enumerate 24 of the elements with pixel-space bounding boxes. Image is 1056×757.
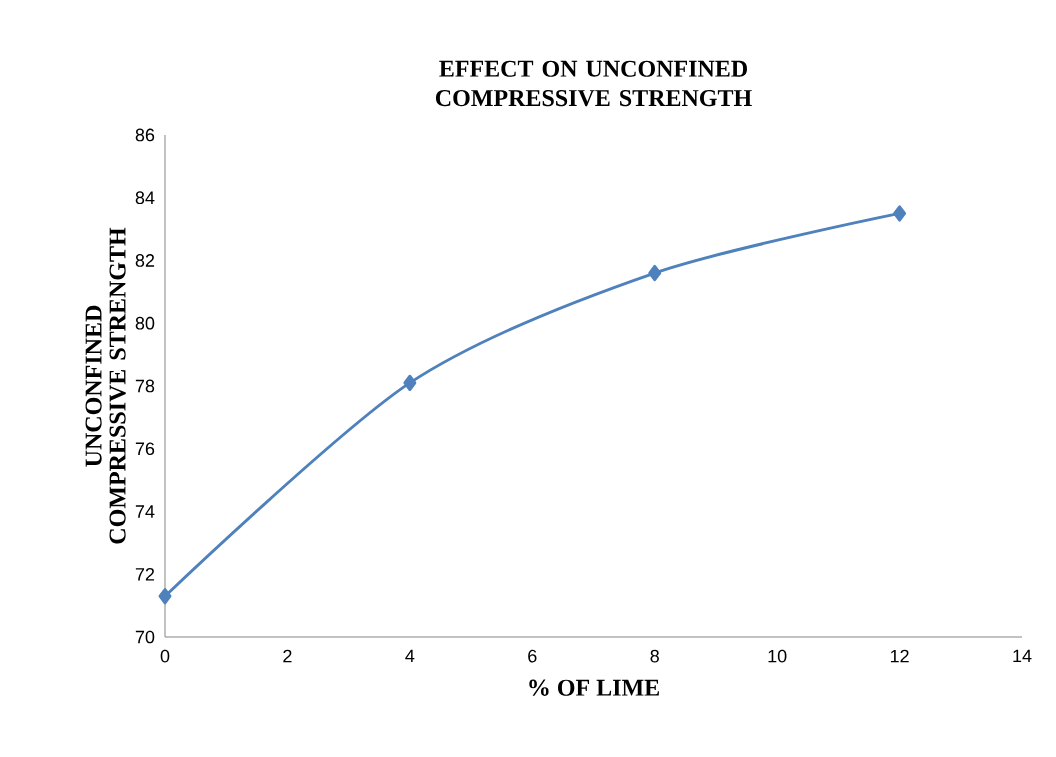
y-tick-label: 82 [135,254,155,267]
x-tick-label: 4 [405,649,415,663]
x-tick-label: 8 [650,649,659,663]
y-tick-label: 76 [135,442,155,456]
y-tick-label: 86 [135,128,155,142]
y-axis-title: UNCONFINED COMPRESSIVE STRENGTH [85,227,126,544]
y-tick-label: 78 [135,379,155,393]
y-tick-label: 70 [135,630,155,644]
x-tick-label: 10 [768,649,787,663]
point [158,588,172,605]
y-tick-label: 80 [135,316,155,330]
x-tick-label: 12 [890,649,909,663]
point [403,374,417,391]
x-tick-label: 6 [528,649,537,663]
point [648,264,662,282]
y-tick-label: 72 [135,567,155,581]
x-tick-label: 14 [1013,649,1032,663]
x-tick-label: 0 [160,649,170,663]
y-tick-label: 84 [135,191,155,205]
chart-title: EFFECT ON UNCONFINED COMPRESSIVE STRENGTH [435,60,752,107]
point [893,205,907,222]
x-tick-label: 2 [283,649,292,663]
x-axis-title: % OF LIME [529,679,659,696]
y-tick-label: 74 [135,505,155,518]
